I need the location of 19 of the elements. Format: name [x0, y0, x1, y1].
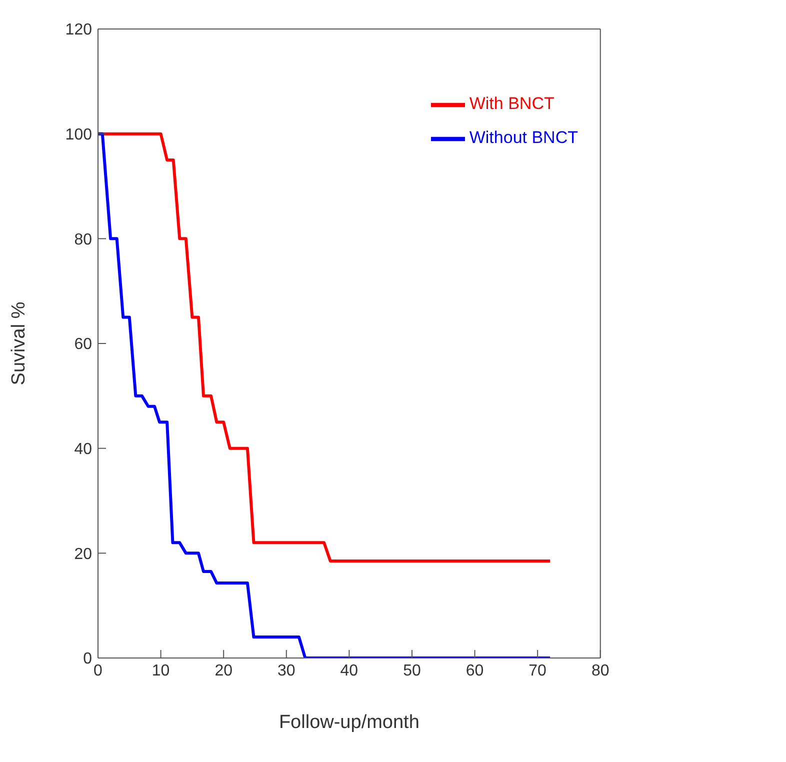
y-tick-label: 80	[74, 231, 92, 248]
y-axis-title: Suvival %	[8, 302, 30, 386]
y-tick-label: 40	[74, 441, 92, 458]
x-tick-label: 20	[214, 662, 233, 680]
x-axis-title: Follow-up/month	[278, 712, 420, 733]
x-tick-label: 10	[152, 662, 170, 680]
y-tick-label: 20	[74, 546, 92, 563]
legend-label: Without BNCT	[469, 128, 578, 148]
y-tick-label: 120	[65, 22, 92, 39]
x-tick-label: 60	[466, 662, 484, 680]
y-tick-label: 0	[83, 650, 92, 668]
x-tick-label: 80	[591, 662, 610, 680]
x-tick-label: 40	[340, 662, 358, 680]
x-tick-label: 70	[528, 662, 547, 680]
y-tick-label: 60	[74, 336, 92, 354]
y-tick-label: 100	[65, 126, 92, 144]
x-tick-label: 30	[277, 662, 296, 680]
x-tick-label: 50	[403, 662, 421, 680]
legend-label: With BNCT	[469, 94, 554, 114]
